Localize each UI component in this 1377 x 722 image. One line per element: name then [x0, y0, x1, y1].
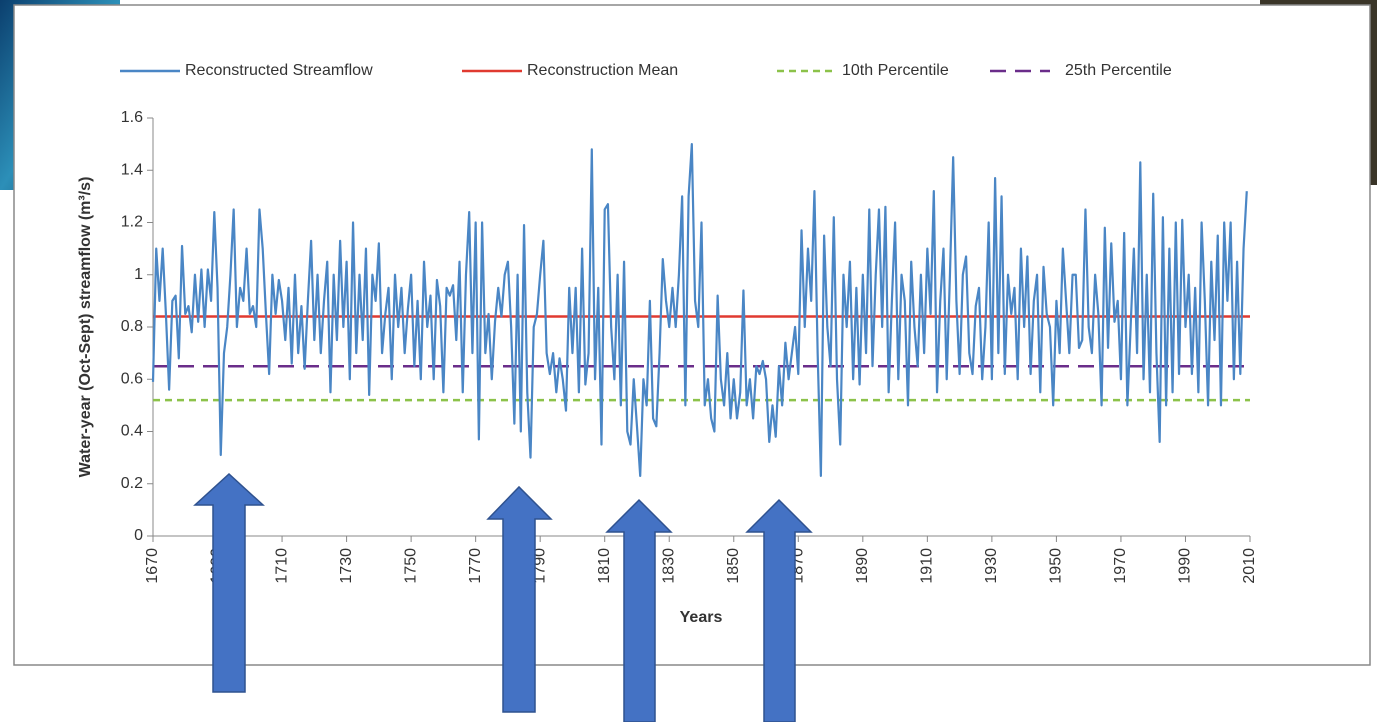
x-tick-label: 1850 — [725, 548, 742, 584]
y-tick-label: 1.4 — [121, 161, 143, 178]
arrow — [745, 498, 813, 722]
y-tick-label: 0 — [134, 527, 143, 544]
y-tick-label: 0.2 — [121, 475, 143, 492]
x-tick-label: 1950 — [1048, 548, 1065, 584]
arrow — [486, 485, 553, 713]
legend-label: Reconstruction Mean — [527, 62, 678, 79]
x-tick-label: 1670 — [144, 548, 161, 584]
x-tick-label: 1730 — [338, 548, 355, 584]
legend-label: Reconstructed Streamflow — [185, 62, 373, 79]
y-tick-label: 0.6 — [121, 370, 143, 387]
x-tick-label: 1770 — [467, 548, 484, 584]
legend-label: 25th Percentile — [1065, 62, 1172, 79]
y-tick-label: 1 — [134, 266, 143, 283]
legend: Reconstructed Streamflow Reconstruction M… — [120, 62, 1172, 79]
y-tick-label: 0.4 — [121, 423, 143, 440]
y-tick-label: 1.6 — [121, 109, 143, 126]
x-tick-label: 2010 — [1241, 548, 1258, 584]
x-tick-label: 1830 — [660, 548, 677, 584]
arrow — [605, 498, 673, 722]
line-series — [151, 143, 1248, 478]
arrow — [193, 472, 265, 693]
legend-label: 10th Percentile — [842, 62, 949, 79]
x-tick-label: 1810 — [596, 548, 613, 584]
x-tick-label: 1990 — [1177, 548, 1194, 584]
x-tick-label: 1890 — [854, 548, 871, 584]
x-axis-label: Years — [680, 609, 723, 626]
x-tick-label: 1750 — [402, 548, 419, 584]
y-axis-label: Water-year (Oct-Sept) streamflow (m³/s) — [77, 177, 94, 478]
y-tick-label: 0.8 — [121, 318, 143, 335]
y-tick-label: 1.2 — [121, 214, 143, 231]
x-tick-label: 1710 — [273, 548, 290, 584]
arrows — [193, 472, 813, 722]
x-tick-label: 1970 — [1112, 548, 1129, 584]
x-tick-label: 1910 — [919, 548, 936, 584]
x-tick-label: 1930 — [983, 548, 1000, 584]
